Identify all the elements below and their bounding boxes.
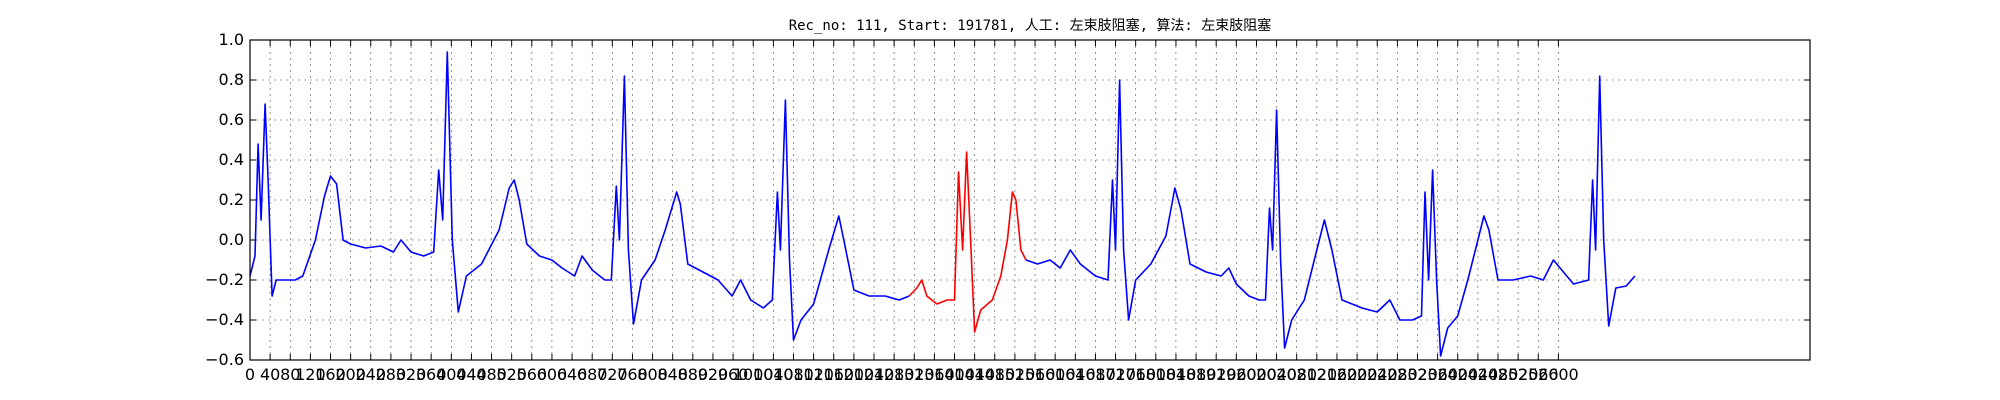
x-tick-label: 1960 [1216, 365, 1257, 384]
x-tick-label: 2480 [1478, 365, 1519, 384]
x-tick-label: 1120 [793, 365, 834, 384]
y-tick-label: 0.0 [219, 230, 244, 249]
x-tick-label: 1200 [834, 365, 875, 384]
y-tick-label: 0.6 [219, 110, 244, 129]
x-tick-label: 1440 [954, 365, 995, 384]
x-tick-label: 2040 [1256, 365, 1297, 384]
x-tick-label: 2120 [1296, 365, 1337, 384]
x-tick-label: 600 [537, 365, 568, 384]
x-tick-label: 2200 [1337, 365, 1378, 384]
y-tick-label: 1.0 [219, 30, 244, 49]
x-tick-label: 640 [557, 365, 588, 384]
x-tick-label: 1360 [914, 365, 955, 384]
chart-title: Rec_no: 111, Start: 191781, 人工: 左束肢阻塞, 算… [789, 17, 1272, 34]
x-tick-label: 0 [245, 365, 255, 384]
x-tick-label: 1920 [1196, 365, 1237, 384]
x-tick-label: 200 [335, 365, 366, 384]
x-tick-label: 920 [698, 365, 729, 384]
y-axis-ticks: 1.0 0.8 0.6 0.4 0.2 0.0 −0.2 −0.4 −0.6 [205, 30, 1810, 369]
x-tick-label: 2000 [1236, 365, 1277, 384]
x-tick-label: 40 [260, 365, 280, 384]
x-tick-label: 1680 [1075, 365, 1116, 384]
x-tick-label: 2440 [1458, 365, 1499, 384]
x-tick-label: 1000 [733, 365, 774, 384]
y-tick-label: −0.6 [205, 350, 244, 369]
x-tick-label: 560 [517, 365, 548, 384]
y-tick-label: 0.2 [219, 190, 244, 209]
x-tick-label: 960 [718, 365, 749, 384]
ecg-series-line-before [249, 51, 910, 341]
x-tick-label: 360 [416, 365, 447, 384]
x-tick-label: 880 [678, 365, 709, 384]
x-tick-label: 840 [657, 365, 688, 384]
x-tick-label: 2400 [1437, 365, 1478, 384]
x-tick-label: 1560 [1015, 365, 1056, 384]
x-tick-label: 2240 [1357, 365, 1398, 384]
x-tick-label: 2560 [1518, 365, 1559, 384]
x-tick-label: 440 [456, 365, 487, 384]
x-tick-label: 2320 [1397, 365, 1438, 384]
x-tick-label: 2160 [1317, 365, 1358, 384]
x-tick-label: 2080 [1276, 365, 1317, 384]
x-tick-label: 400 [436, 365, 467, 384]
x-tick-label: 1840 [1156, 365, 1197, 384]
x-tick-label: 2280 [1377, 365, 1418, 384]
x-tick-label: 240 [356, 365, 387, 384]
x-tick-label: 1040 [753, 365, 794, 384]
x-tick-label: 720 [597, 365, 628, 384]
x-tick-label: 1160 [813, 365, 854, 384]
x-tick-label: 1760 [1115, 365, 1156, 384]
x-axis-ticks: 0 40 8012016020024028032036040044048052056… [245, 40, 1579, 384]
ecg-series-line-after [1025, 75, 1636, 357]
x-tick-label: 480 [476, 365, 507, 384]
x-tick-label: 1240 [854, 365, 895, 384]
x-tick-label: 1400 [934, 365, 975, 384]
x-tick-label: 1320 [894, 365, 935, 384]
grid-lines [249, 39, 1810, 361]
x-tick-label: 320 [396, 365, 427, 384]
x-tick-label: 1800 [1135, 365, 1176, 384]
x-tick-label: 680 [577, 365, 608, 384]
x-tick-label: 2520 [1498, 365, 1539, 384]
x-tick-label: 1080 [773, 365, 814, 384]
x-tick-label: 520 [496, 365, 527, 384]
x-tick-label: 2360 [1417, 365, 1458, 384]
y-tick-label: 0.8 [219, 70, 244, 89]
x-tick-label: 800 [637, 365, 668, 384]
series-lines [249, 51, 1636, 357]
x-tick-label: 2600 [1538, 365, 1579, 384]
x-tick-label: 760 [617, 365, 648, 384]
x-tick-label: 280 [376, 365, 407, 384]
x-tick-label: 1600 [1035, 365, 1076, 384]
x-tick-label: 1720 [1095, 365, 1136, 384]
x-tick-label: 160 [315, 365, 346, 384]
x-tick-label: 80 [280, 365, 300, 384]
x-tick-label: 1520 [995, 365, 1036, 384]
y-tick-label: 0.4 [219, 150, 244, 169]
x-tick-label: 1640 [1055, 365, 1096, 384]
y-tick-label: −0.2 [205, 270, 244, 289]
x-tick-label: 1880 [1176, 365, 1217, 384]
x-tick-label: 1280 [874, 365, 915, 384]
ecg-series-line-highlighted [908, 151, 1027, 333]
x-tick-label: 120 [295, 365, 326, 384]
y-tick-label: −0.4 [205, 310, 244, 329]
x-tick-label: 1480 [974, 365, 1015, 384]
